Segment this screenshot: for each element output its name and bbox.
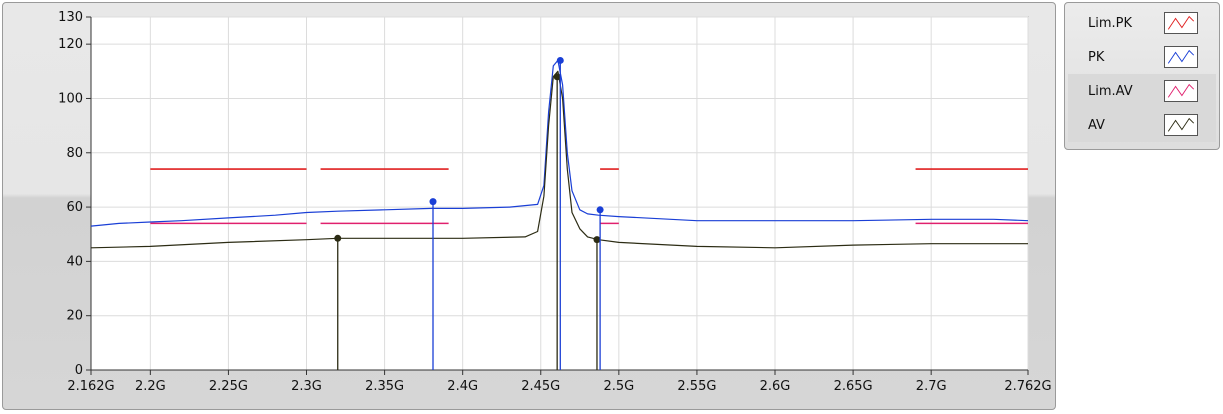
legend-label: Lim.PK: [1088, 15, 1133, 31]
x-tick-label: 2.35G: [365, 379, 404, 394]
plot-legend[interactable]: Lim.PK PK Lim.AV AV: [1064, 2, 1220, 150]
marker-point: [596, 206, 604, 214]
line-style-icon[interactable]: [1164, 46, 1198, 68]
y-tick-label: 40: [66, 254, 83, 269]
x-tick-label: 2.762G: [1004, 379, 1051, 394]
x-tick-label: 2.25G: [209, 379, 248, 394]
legend-item-lim-av[interactable]: Lim.AV: [1068, 74, 1216, 108]
marker-point: [593, 236, 601, 244]
spectrum-chart: 0 20 40 60 80 100 120 130 2.162G 2.2G 2.25G 2.3G 2.3…: [58, 10, 1051, 394]
legend-item-pk[interactable]: PK: [1068, 40, 1216, 74]
series-pk-line: [90, 59, 1029, 227]
y-tick-label: 80: [66, 146, 83, 161]
x-tick-label: 2.5G: [603, 379, 634, 394]
x-tick-label: 2.2G: [135, 379, 166, 394]
marker-point: [334, 234, 342, 242]
x-tick-label: 2.4G: [447, 379, 478, 394]
legend-label: Lim.AV: [1088, 83, 1133, 99]
y-tick-label: 0: [75, 363, 83, 378]
x-tick-label: 2.7G: [916, 379, 947, 394]
y-tick-label: 60: [66, 200, 83, 215]
marker-point: [429, 198, 437, 206]
legend-item-av[interactable]: AV: [1068, 108, 1216, 142]
y-tick-label: 100: [58, 91, 83, 106]
legend-item-lim-pk[interactable]: Lim.PK: [1068, 6, 1216, 40]
marker-point: [553, 73, 561, 81]
x-tick-label: 2.162G: [67, 379, 114, 394]
x-tick-label: 2.3G: [291, 379, 322, 394]
x-tick-label: 2.55G: [677, 379, 716, 394]
legend-label: PK: [1088, 49, 1105, 65]
x-tick-label: 2.65G: [834, 379, 873, 394]
line-style-icon[interactable]: [1164, 80, 1198, 102]
line-style-icon[interactable]: [1164, 114, 1198, 136]
y-tick-label: 130: [58, 10, 83, 25]
y-tick-label: 120: [58, 37, 83, 52]
x-tick-label: 2.6G: [760, 379, 791, 394]
x-tick-label: 2.45G: [521, 379, 560, 394]
line-style-icon[interactable]: [1164, 12, 1198, 34]
marker-point: [556, 56, 564, 64]
y-tick-label: 20: [66, 309, 83, 324]
legend-label: AV: [1088, 117, 1105, 133]
